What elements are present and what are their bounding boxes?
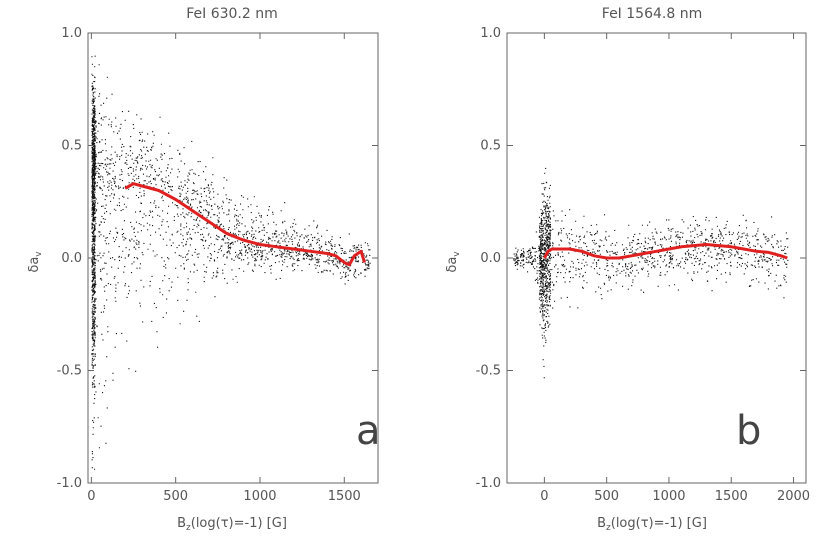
panel-b-ytick-label: -1.0 [476, 476, 501, 491]
panel-a-xtick-label: 1500 [328, 489, 361, 504]
panel-b-scatter-points [513, 167, 789, 379]
panel-b-xlabel: Bz(log(τ)=-1) [G] [597, 516, 707, 533]
panel-a-ytick-label: -0.5 [57, 364, 82, 379]
panel-a-ytick-label: -1.0 [57, 476, 82, 491]
panel-b-ylabel: δav [445, 251, 462, 273]
panel-a-xtick-label: 1000 [243, 489, 276, 504]
panel-b-ticks: 0 500 1000 1500 2000 1.0 0.5 0.0 -0.5 -1.0 [476, 26, 810, 504]
panel-b-title: FeI 1564.8 nm [602, 6, 702, 22]
panel-a-mean-curve [124, 182, 366, 267]
panel-a-xtick-label: 0 [87, 489, 95, 504]
panel-b-xtick-label: 1000 [652, 489, 685, 504]
panel-b-xtick-label: 0 [540, 489, 548, 504]
panel-b-xtick-label: 1500 [715, 489, 748, 504]
panel-a-ytick-label: 0.0 [61, 251, 82, 266]
panel-a-ylabel: δav [27, 251, 44, 273]
panel-b-ytick-label: -0.5 [476, 364, 501, 379]
panel-a-scatter-cloud [91, 55, 371, 470]
panel-a-letter: a [356, 408, 381, 454]
panel-b-ytick-label: 0.5 [480, 139, 501, 154]
panel-a-xtick-label: 500 [163, 489, 188, 504]
panel-b-mean-curve [543, 243, 788, 260]
panel-a-frame [87, 32, 379, 484]
panel-a-xlabel: Bz(log(τ)=-1) [G] [177, 516, 287, 533]
panel-a-title: FeI 630.2 nm [186, 6, 278, 22]
panel-b-scatter-cloud [513, 167, 789, 379]
panel-b: FeI 1564.8 nm 0 500 1000 1500 2000 1.0 0.5 0.0 -… [445, 6, 810, 533]
panel-a-scatter-points [91, 55, 371, 470]
panel-b-letter: b [736, 408, 761, 454]
panel-b-ytick-label: 0.0 [480, 251, 501, 266]
panel-b-ytick-label: 1.0 [480, 26, 501, 41]
panel-a-ytick-label: 1.0 [61, 26, 82, 41]
panel-a: FeI 630.2 nm 0 500 1000 1500 1.0 0.5 0.0 -0.5 -1… [27, 6, 381, 533]
panel-b-xtick-label: 500 [594, 489, 619, 504]
panel-a-ticks: 0 500 1000 1500 1.0 0.5 0.0 -0.5 -1.0 [57, 26, 378, 504]
panel-b-xtick-label: 2000 [777, 489, 810, 504]
panel-a-ytick-label: 0.5 [61, 139, 82, 154]
